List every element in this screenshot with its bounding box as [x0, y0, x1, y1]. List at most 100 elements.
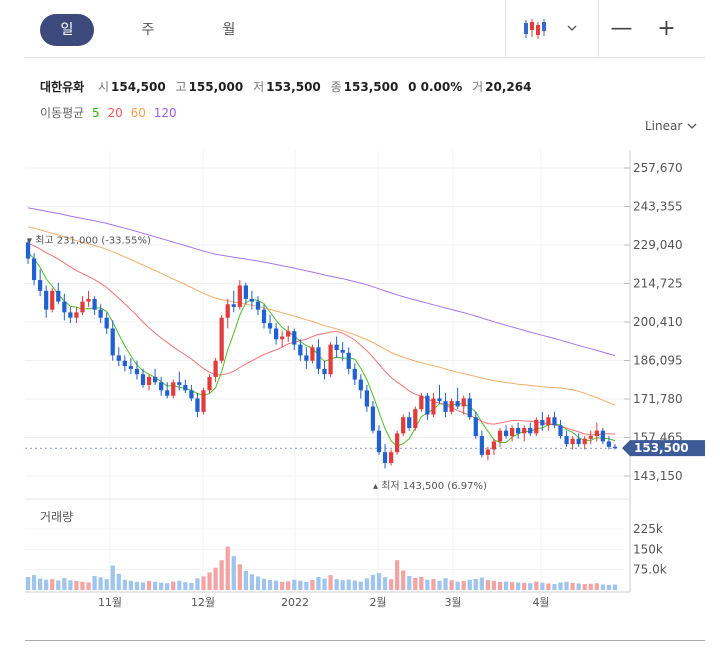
candle-body: [280, 336, 285, 340]
candle: [44, 285, 49, 318]
ma-legend-label: 이동평균: [40, 106, 85, 120]
candle-body: [286, 331, 291, 337]
candle: [346, 347, 351, 375]
candle: [588, 430, 593, 445]
volume-bar: [467, 579, 472, 590]
candle: [503, 425, 509, 439]
candle-body: [304, 355, 309, 361]
candle-body: [376, 430, 382, 453]
zoom-in-button[interactable]: +: [657, 16, 676, 41]
candle: [455, 387, 460, 410]
volume-bar: [401, 570, 406, 590]
candle: [582, 436, 587, 450]
volume-bar: [352, 580, 357, 590]
candle-body: [334, 344, 339, 350]
candle: [316, 339, 321, 375]
chart-type-dropdown[interactable]: [506, 0, 599, 57]
tab-month[interactable]: 월: [222, 22, 236, 38]
candle-body: [50, 290, 55, 310]
candle-body: [558, 425, 563, 437]
volume-bar: [370, 574, 376, 590]
volume-bar: [528, 583, 533, 590]
candle: [612, 444, 618, 450]
stock-name: 대한유화: [40, 80, 85, 94]
candle: [249, 290, 255, 310]
candle-body: [407, 417, 412, 428]
volume-bar: [86, 582, 91, 590]
tab-week[interactable]: 주: [141, 22, 155, 38]
volume-bar: [522, 582, 527, 590]
candle-body: [552, 417, 557, 426]
candle: [195, 393, 200, 418]
volume-bar: [286, 581, 291, 590]
candle: [382, 444, 388, 469]
min-price-label: ▴ 최저 143,500 (6.97%): [373, 480, 487, 492]
volume-bar: [31, 575, 37, 590]
candle: [413, 406, 418, 431]
volume-bar: [600, 584, 605, 590]
candle-body: [128, 366, 134, 369]
candle: [431, 393, 436, 418]
candle: [509, 425, 515, 442]
candle-body: [68, 312, 73, 318]
volume-bar: [134, 581, 140, 590]
candle-body: [316, 347, 321, 369]
volume-bar: [388, 579, 394, 590]
chart-toolbar: — +: [505, 0, 689, 57]
volume-bar: [322, 578, 327, 590]
candle: [376, 425, 382, 455]
volume-bar: [165, 583, 170, 590]
candle-body: [249, 298, 255, 302]
current-price-badge: [622, 440, 705, 457]
volume-bar: [382, 577, 388, 590]
candle-body: [576, 438, 581, 445]
candle: [594, 422, 599, 442]
y-tick-label: 200,410: [633, 315, 683, 329]
volume-bar: [104, 579, 109, 590]
current-price-label: 153,500: [634, 441, 689, 455]
candle-body: [431, 398, 436, 415]
zoom-out-button[interactable]: —: [610, 16, 633, 41]
candle-body: [177, 382, 182, 385]
volume-bar: [56, 580, 61, 590]
candlestick-icon: [524, 18, 577, 39]
volume-bar: [346, 579, 351, 590]
candle: [104, 312, 109, 334]
candle-body: [213, 360, 218, 377]
candle: [231, 290, 236, 313]
candle-body: [31, 258, 37, 281]
scale-dropdown[interactable]: Linear: [645, 119, 698, 133]
volume-bar: [207, 572, 212, 590]
candle-body: [358, 379, 363, 391]
low-label: 저: [253, 80, 265, 94]
volume-bar: [606, 584, 612, 590]
x-tick-label: 4월: [532, 596, 549, 609]
candle: [497, 427, 503, 447]
candle: [516, 422, 521, 439]
ma120-legend: 120: [153, 106, 177, 120]
candle-body: [134, 368, 140, 375]
volume-bar: [68, 580, 73, 590]
volume-bar: [273, 580, 279, 590]
candle-body: [467, 398, 472, 418]
candle: [213, 358, 218, 383]
ma60-legend: 60: [130, 106, 146, 120]
volume-bar: [183, 582, 188, 590]
candle-body: [219, 317, 224, 361]
volume-bar: [485, 580, 491, 590]
volume-bar: [443, 578, 448, 590]
candle-body: [255, 301, 261, 310]
candle: [546, 414, 551, 431]
volume-bar: [503, 581, 509, 590]
candle-body: [437, 398, 442, 402]
candle: [68, 306, 73, 324]
candle-body: [564, 436, 569, 445]
candle-body: [165, 390, 170, 396]
candle: [304, 347, 309, 369]
candle: [273, 323, 279, 345]
ma5-legend: 5: [92, 106, 100, 120]
tab-day[interactable]: 일: [40, 14, 94, 46]
candle: [479, 430, 484, 458]
volume-bar: [588, 583, 593, 590]
